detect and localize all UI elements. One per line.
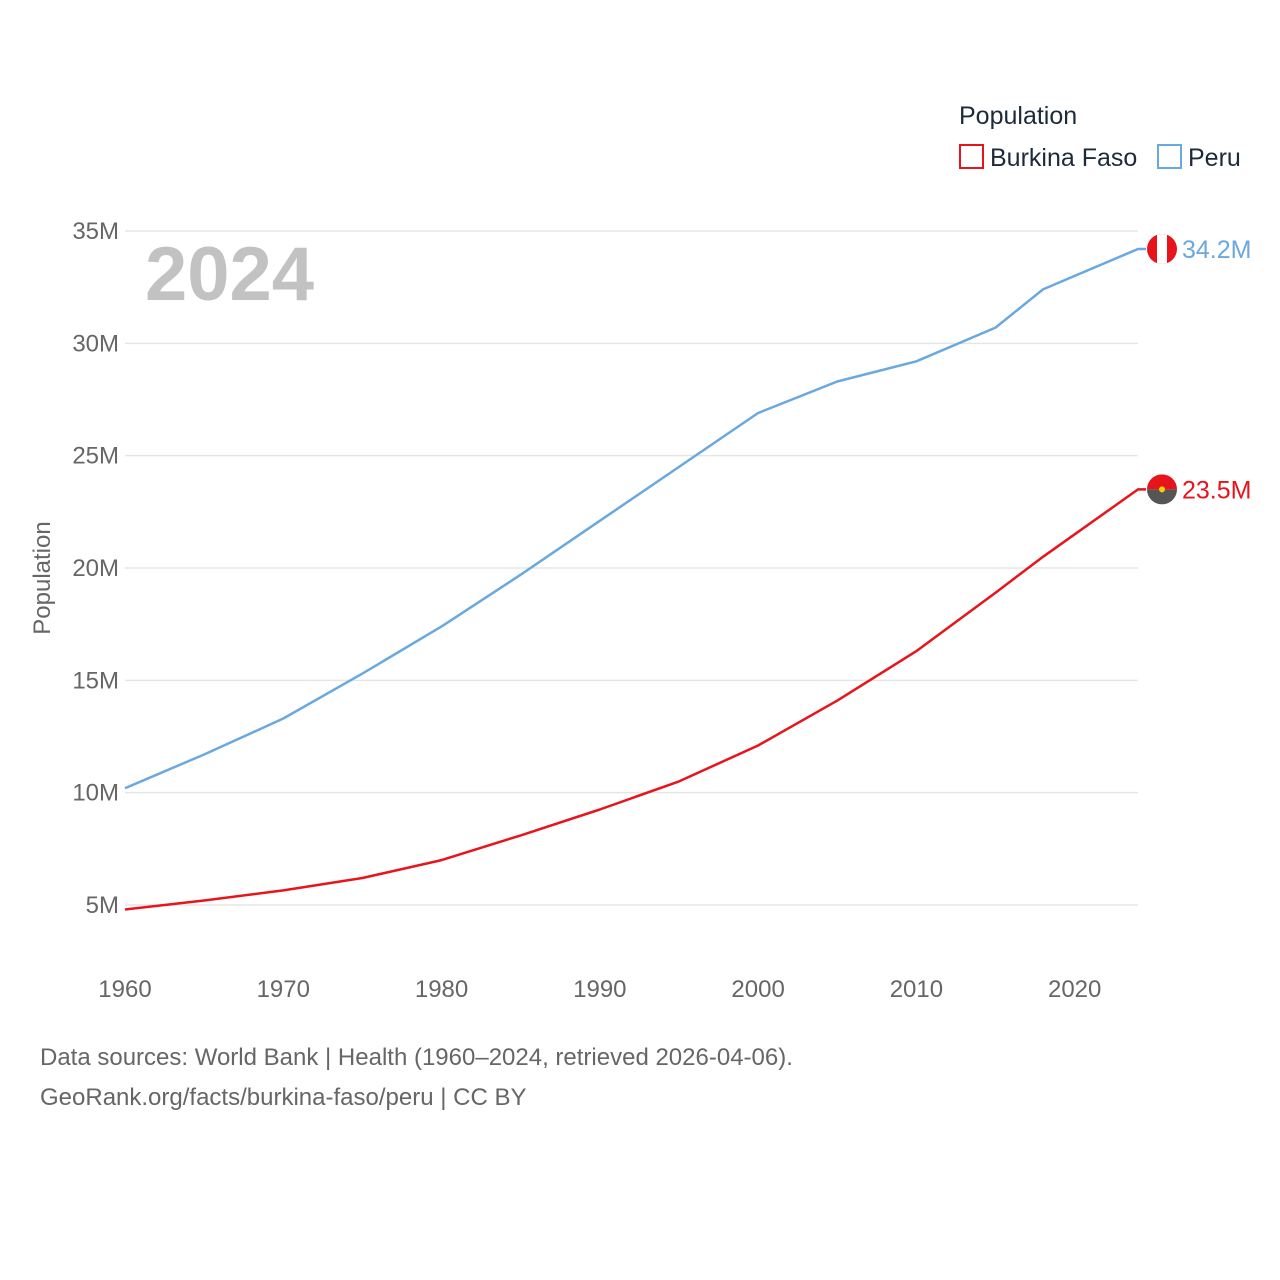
x-tick-label: 2000: [731, 976, 784, 1003]
y-tick-label: 15M: [72, 667, 119, 694]
legend-swatch-burkina-faso[interactable]: [959, 144, 984, 169]
burkina-faso-flag-icon: [1147, 474, 1177, 505]
legend-swatch-peru[interactable]: [1157, 144, 1182, 169]
x-tick-label: 2020: [1048, 976, 1101, 1003]
year-label: 2024: [145, 232, 314, 317]
x-tick-label: 1970: [257, 976, 310, 1003]
x-axis-ticks: 1960 1970 1980 1990 2000 2010 2020: [98, 976, 1101, 1003]
series-lines: [124, 247, 1146, 911]
y-tick-label: 30M: [72, 330, 119, 357]
burkina-faso-line: [124, 488, 1146, 911]
gridlines: [125, 230, 1138, 906]
legend-label-burkina-faso[interactable]: Burkina Faso: [990, 144, 1137, 172]
y-tick-label: 5M: [86, 892, 119, 919]
y-tick-label: 25M: [72, 443, 119, 470]
footer-sources: Data sources: World Bank | Health (1960–…: [40, 1044, 793, 1071]
footer-attribution[interactable]: GeoRank.org/facts/burkina-faso/peru | CC…: [40, 1084, 527, 1111]
peru-flag-icon: [1147, 233, 1177, 264]
legend-title: Population: [959, 102, 1077, 130]
legend: Population Burkina Faso Peru: [959, 102, 1241, 172]
end-markers: 23.5M 34.2M: [1147, 233, 1251, 505]
y-axis-label: Population: [29, 521, 56, 634]
x-tick-label: 1980: [415, 976, 468, 1003]
y-axis-ticks: 5M 10M 15M 20M 25M 30M 35M: [72, 218, 119, 919]
y-tick-label: 20M: [72, 555, 119, 582]
y-tick-label: 10M: [72, 780, 119, 807]
x-tick-label: 1960: [98, 976, 151, 1003]
x-tick-label: 2010: [890, 976, 943, 1003]
x-tick-label: 1990: [573, 976, 626, 1003]
legend-label-peru[interactable]: Peru: [1188, 144, 1241, 172]
burkina-faso-end-label: 23.5M: [1182, 476, 1251, 504]
peru-end-label: 34.2M: [1182, 236, 1251, 264]
y-tick-label: 35M: [72, 218, 119, 245]
peru-line: [124, 247, 1146, 790]
